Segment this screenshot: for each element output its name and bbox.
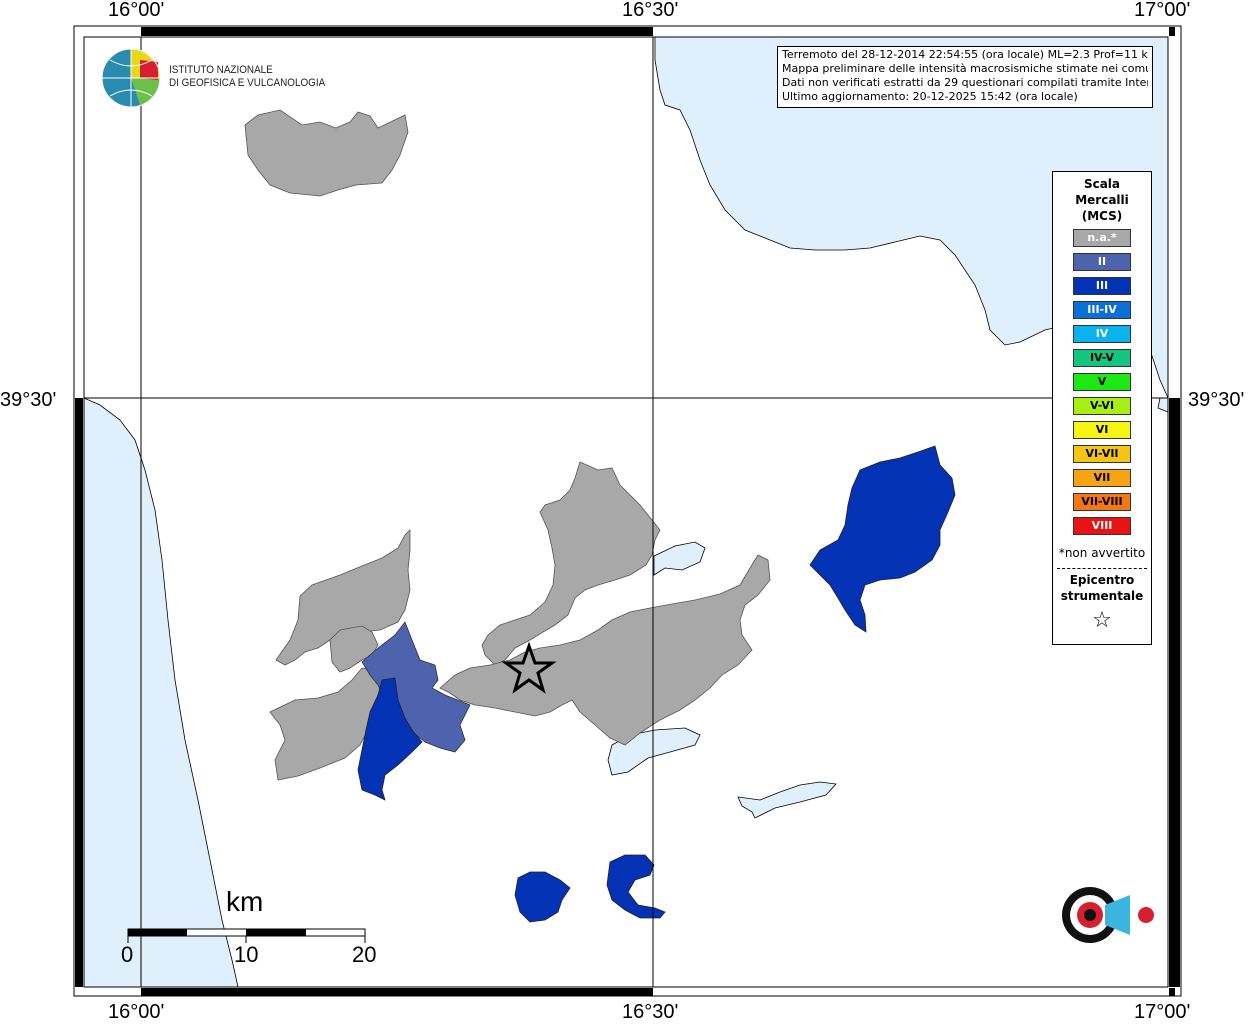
legend-star-icon: ☆ xyxy=(1092,608,1112,633)
epicenter-star-marker xyxy=(501,641,557,694)
haisentito-logo-icon xyxy=(1062,887,1154,943)
lake-ampollino xyxy=(737,781,837,819)
lon-label-top-right: 17°00' xyxy=(1134,0,1191,21)
scale-unit: km xyxy=(226,886,264,917)
legend-item: IV xyxy=(1073,325,1131,343)
area-intensity-iii-west xyxy=(357,677,423,801)
legend-item: VII-VIII xyxy=(1073,493,1131,511)
legend-item: IV-V xyxy=(1073,349,1131,367)
lon-label-bottom-left: 16°00' xyxy=(108,1001,165,1023)
legend-item: VII xyxy=(1073,469,1131,487)
legend-title-line-3: (MCS) xyxy=(1081,209,1123,223)
info-line-1: Terremoto del 28-12-2014 22:54:55 (ora l… xyxy=(782,48,1148,61)
sea-tyrrhenian xyxy=(83,397,239,988)
legend-epicenter-line-1: Epicentro xyxy=(1069,573,1135,587)
lat-label-left: 39°30' xyxy=(0,389,57,411)
legend-title-line-2: Mercalli xyxy=(1075,193,1129,207)
legend-item: V xyxy=(1073,373,1131,391)
lon-label-bottom-right: 17°00' xyxy=(1134,1001,1191,1023)
info-line-4: Ultimo aggiornamento: 20-12-2025 15:42 (… xyxy=(782,90,1078,103)
event-info-box: Terremoto del 28-12-2014 22:54:55 (ora l… xyxy=(777,46,1153,108)
ingv-line-2: DI GEOFISICA E VULCANOLOGIA xyxy=(169,77,326,89)
legend-title: Scala Mercalli (MCS) xyxy=(1053,176,1151,224)
legend-epicenter-line-2: strumentale xyxy=(1060,589,1144,603)
ingv-logo-icon xyxy=(101,48,161,108)
legend-item: V-VI xyxy=(1073,397,1131,415)
ingv-line-1: ISTITUTO NAZIONALE xyxy=(169,64,273,76)
area-na-center xyxy=(439,554,771,746)
info-line-2: Mappa preliminare delle intensità macros… xyxy=(782,62,1148,75)
area-na-west-a xyxy=(275,529,411,666)
area-intensity-iii-south-a xyxy=(514,871,571,923)
scale-label-0: 0 xyxy=(121,942,134,967)
legend-note: *non avvertito xyxy=(1058,546,1146,560)
info-line-3: Dati non verificati estratti da 29 quest… xyxy=(782,76,1148,89)
lat-label-right: 39°30' xyxy=(1188,389,1245,411)
legend-item: III xyxy=(1073,277,1131,295)
sea-right-edge xyxy=(1157,397,1169,413)
legend-item: III-IV xyxy=(1073,301,1131,319)
ingv-logo-text: ISTITUTO NAZIONALE DI GEOFISICA E VULCAN… xyxy=(169,64,325,90)
legend-item: II xyxy=(1073,253,1131,271)
legend-item: n.a.* xyxy=(1073,229,1131,247)
area-na-north xyxy=(244,109,409,197)
legend-title-line-1: Scala xyxy=(1083,177,1121,191)
lon-label-bottom-mid: 16°30' xyxy=(622,1001,679,1023)
area-intensity-iii-east xyxy=(809,445,956,633)
scale-label-20: 20 xyxy=(352,942,377,967)
lon-label-top-left: 16°00' xyxy=(108,0,165,21)
legend-divider xyxy=(1057,568,1147,569)
legend-item: VI xyxy=(1073,421,1131,439)
legend-item: VI-VII xyxy=(1073,445,1131,463)
legend-epicenter-label: Epicentro strumentale xyxy=(1053,572,1151,604)
scale-label-10: 10 xyxy=(234,942,259,967)
lake-cecita xyxy=(653,541,706,576)
lon-label-top-mid: 16°30' xyxy=(622,0,679,21)
legend-item: VIII xyxy=(1073,517,1131,535)
intensity-legend: Scala Mercalli (MCS) n.a.* II III III-IV IV I… xyxy=(1052,171,1152,645)
area-na-center-north xyxy=(481,461,661,666)
map-frame-inner xyxy=(83,36,1169,988)
area-intensity-iii-south-b xyxy=(606,854,666,919)
